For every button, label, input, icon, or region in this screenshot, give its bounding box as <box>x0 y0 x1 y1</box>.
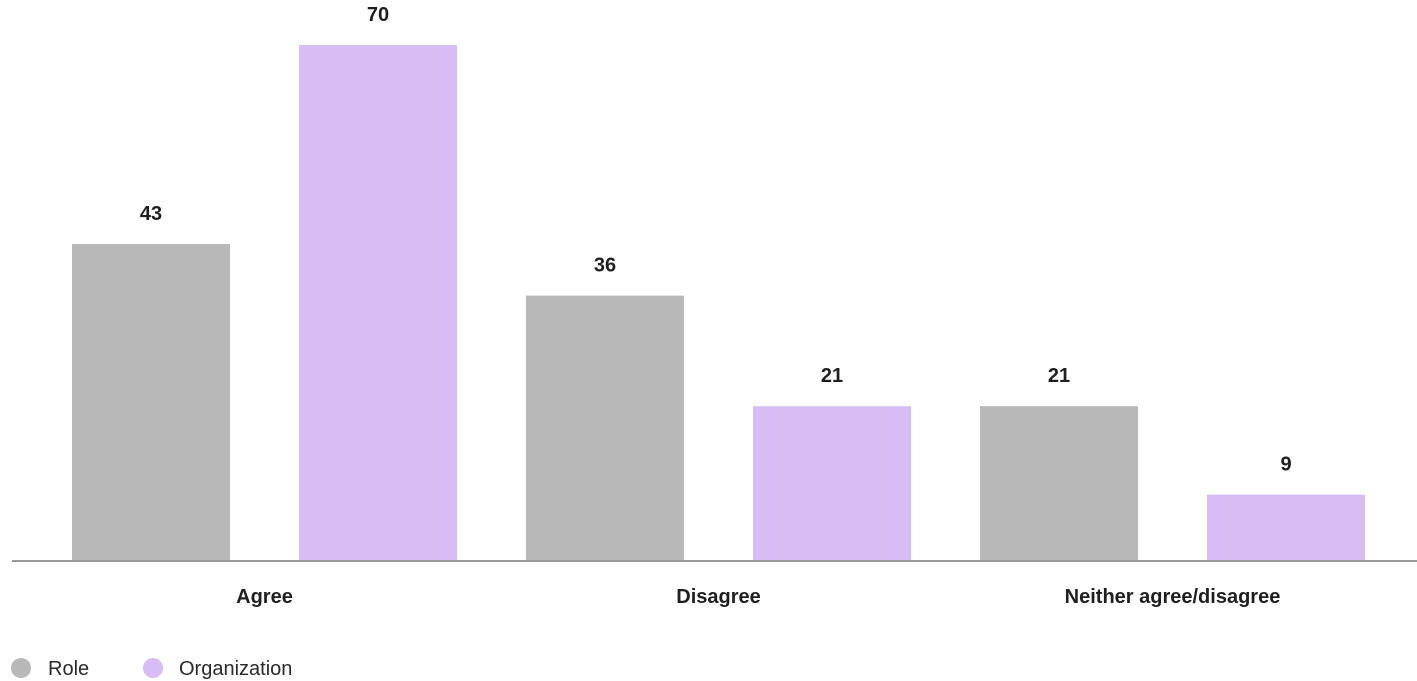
legend: Role Organization <box>11 658 292 680</box>
bar-neither-agree-disagree-role <box>980 406 1138 561</box>
value-label-disagree-organization: 21 <box>821 365 843 387</box>
bar-disagree-role <box>526 295 684 561</box>
bar-disagree-organization <box>753 406 911 561</box>
category-label-disagree: Disagree <box>676 586 761 608</box>
bar-agree-role <box>72 244 230 561</box>
value-label-disagree-role: 36 <box>594 255 616 277</box>
legend-label-role: Role <box>48 658 89 680</box>
value-label-agree-organization: 70 <box>367 4 389 26</box>
category-label-neither-agree-disagree: Neither agree/disagree <box>1065 586 1281 608</box>
bars-group <box>72 45 1365 561</box>
value-label-agree-role: 43 <box>140 203 162 225</box>
legend-marker-organization <box>143 658 163 678</box>
value-label-neither-agree-disagree-organization: 9 <box>1280 454 1291 476</box>
value-label-neither-agree-disagree-role: 21 <box>1048 365 1070 387</box>
category-label-agree: Agree <box>236 586 293 608</box>
legend-marker-role <box>11 658 31 678</box>
bar-agree-organization <box>299 45 457 561</box>
legend-label-organization: Organization <box>179 658 292 680</box>
value-labels-group: 43 70 36 21 21 9 <box>140 4 1292 476</box>
bar-neither-agree-disagree-organization <box>1207 494 1365 561</box>
category-labels-group: Agree Disagree Neither agree/disagree <box>236 586 1280 608</box>
